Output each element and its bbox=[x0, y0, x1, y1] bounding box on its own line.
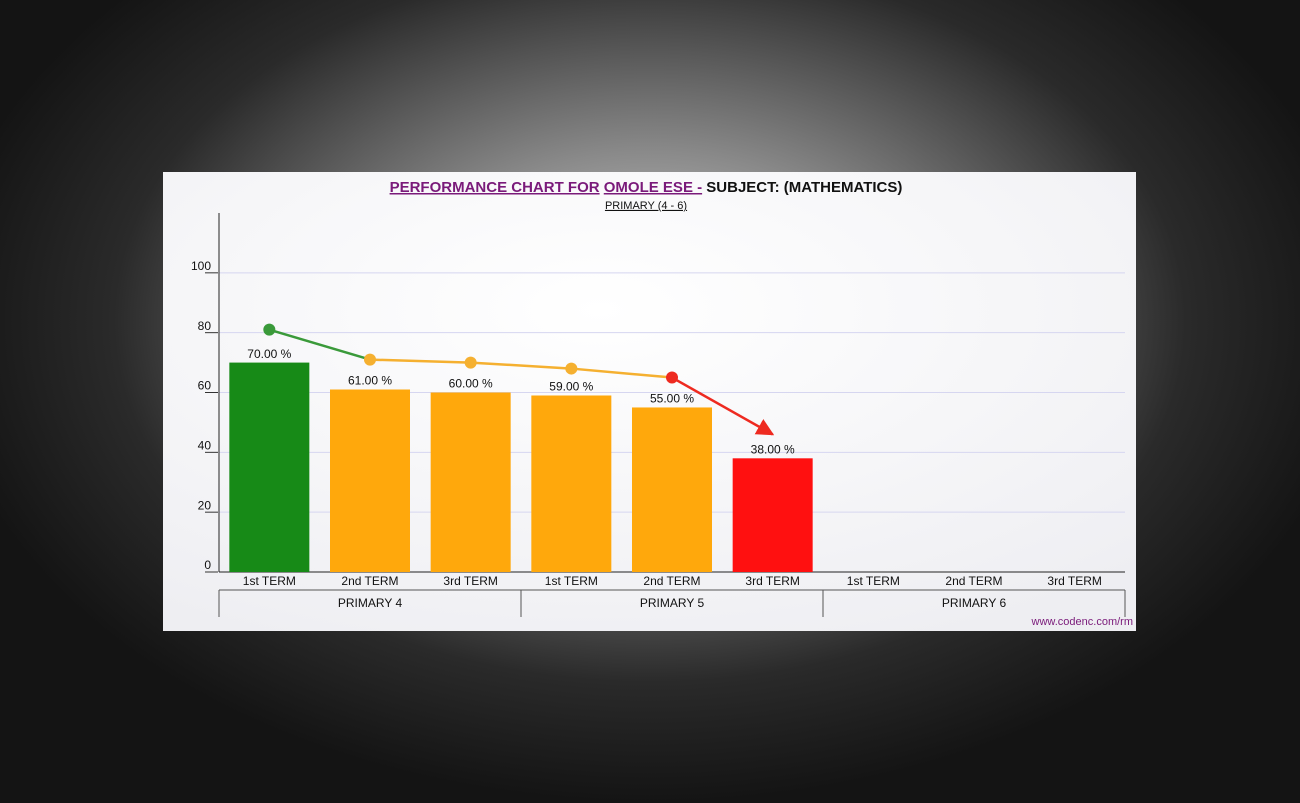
trend-segment bbox=[470, 361, 572, 370]
group-label: PRIMARY 4 bbox=[338, 596, 403, 610]
x-tick-label: 1st TERM bbox=[545, 574, 598, 588]
x-tick-label: 3rd TERM bbox=[1047, 574, 1101, 588]
title-part: OMOLE ESE - bbox=[604, 179, 702, 196]
chart-subtitle: PRIMARY (4 - 6) bbox=[605, 200, 687, 212]
bar bbox=[330, 389, 410, 572]
y-tick-label: 100 bbox=[191, 259, 211, 273]
footer: www.codenc.com/rm bbox=[1031, 616, 1133, 628]
trend-segment bbox=[571, 367, 673, 379]
trend-segment bbox=[268, 328, 371, 361]
y-tick-label: 40 bbox=[198, 439, 212, 453]
trend-point bbox=[666, 371, 678, 384]
group-label: PRIMARY 5 bbox=[640, 596, 705, 610]
title-part: SUBJECT: (MATHEMATICS) bbox=[706, 179, 902, 196]
group-label: PRIMARY 6 bbox=[942, 596, 1007, 610]
data-label: 70.00 % bbox=[247, 347, 291, 361]
trend-segment bbox=[671, 376, 775, 436]
data-label: 60.00 % bbox=[449, 377, 493, 391]
title-part: PERFORMANCE CHART FOR bbox=[390, 179, 600, 196]
x-tick-label: 3rd TERM bbox=[745, 574, 799, 588]
data-label: 61.00 % bbox=[348, 374, 392, 388]
data-label: 55.00 % bbox=[650, 392, 694, 406]
trend-segment bbox=[369, 358, 471, 364]
x-tick-label: 1st TERM bbox=[243, 574, 296, 588]
data-label: 59.00 % bbox=[549, 380, 593, 394]
bar bbox=[531, 395, 612, 572]
x-tick-label: 2nd TERM bbox=[945, 574, 1002, 588]
y-tick-label: 80 bbox=[198, 319, 212, 333]
bar bbox=[229, 362, 310, 572]
x-tick-label: 2nd TERM bbox=[643, 574, 700, 588]
data-label: 38.00 % bbox=[751, 442, 795, 456]
trend-point bbox=[364, 353, 376, 366]
x-tick-label: 3rd TERM bbox=[443, 574, 497, 588]
trend-point bbox=[263, 323, 276, 336]
x-tick-label: 2nd TERM bbox=[341, 574, 398, 588]
bar bbox=[430, 392, 511, 572]
x-tick-label: 1st TERM bbox=[847, 574, 900, 588]
y-tick-label: 20 bbox=[198, 498, 212, 512]
trend-point bbox=[464, 356, 477, 369]
chart-title: PERFORMANCE CHART FOR OMOLE ESE - SUBJEC… bbox=[390, 179, 903, 196]
bar bbox=[632, 407, 712, 572]
trend-point bbox=[565, 362, 578, 375]
y-tick-label: 60 bbox=[198, 379, 212, 393]
y-tick-label: 0 bbox=[204, 558, 211, 572]
bar bbox=[732, 458, 813, 572]
